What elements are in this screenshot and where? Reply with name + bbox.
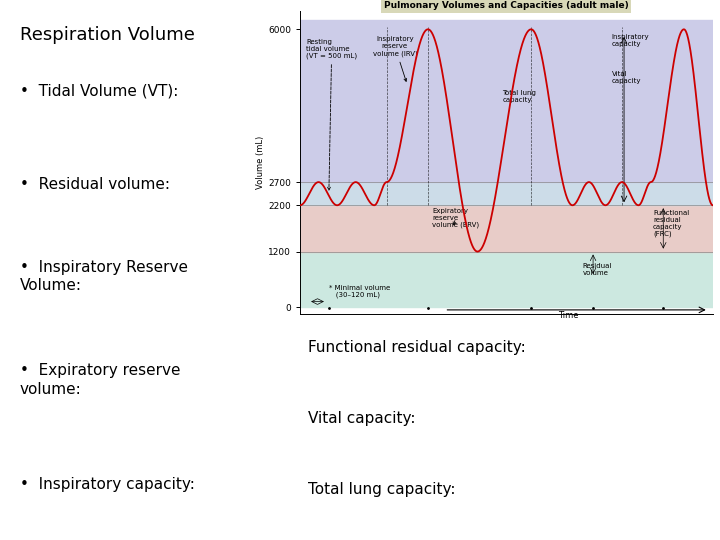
Text: * Minimal volume
   (30–120 mL): * Minimal volume (30–120 mL): [329, 285, 390, 299]
Bar: [300, 182, 713, 205]
Text: Vital capacity:: Vital capacity:: [308, 411, 415, 426]
Text: •  Expiratory reserve
volume:: • Expiratory reserve volume:: [20, 363, 181, 397]
Text: Residual
volume: Residual volume: [582, 263, 612, 276]
Text: Functional
residual
capacity
(FRC): Functional residual capacity (FRC): [653, 210, 689, 238]
Title: Pulmonary Volumes and Capacities (adult male): Pulmonary Volumes and Capacities (adult …: [384, 1, 629, 10]
Text: •  Inspiratory Reserve
Volume:: • Inspiratory Reserve Volume:: [20, 260, 188, 293]
Text: Inspiratory
capacity: Inspiratory capacity: [612, 34, 649, 47]
Text: •  Residual volume:: • Residual volume:: [20, 177, 170, 192]
Text: •  Inspiratory capacity:: • Inspiratory capacity:: [20, 477, 195, 492]
Text: Total lung capacity:: Total lung capacity:: [308, 482, 456, 497]
Text: Vital
capacity: Vital capacity: [612, 71, 641, 84]
Text: Respiration Volume: Respiration Volume: [20, 26, 195, 44]
Text: •  Tidal Volume (VT):: • Tidal Volume (VT):: [20, 83, 179, 98]
Text: Functional residual capacity:: Functional residual capacity:: [308, 340, 526, 355]
Y-axis label: Volume (mL): Volume (mL): [256, 136, 265, 189]
Bar: [300, 252, 713, 307]
Text: Time: Time: [558, 310, 579, 320]
Text: Expiratory
reserve
volume (ERV): Expiratory reserve volume (ERV): [432, 207, 480, 228]
Text: Total lung
capacity: Total lung capacity: [503, 90, 536, 103]
Bar: [300, 20, 713, 182]
Text: Resting
tidal volume
(VT = 500 mL): Resting tidal volume (VT = 500 mL): [306, 38, 357, 190]
Bar: [300, 205, 713, 252]
Text: Inspiratory
reserve
volume (IRV): Inspiratory reserve volume (IRV): [372, 36, 418, 82]
